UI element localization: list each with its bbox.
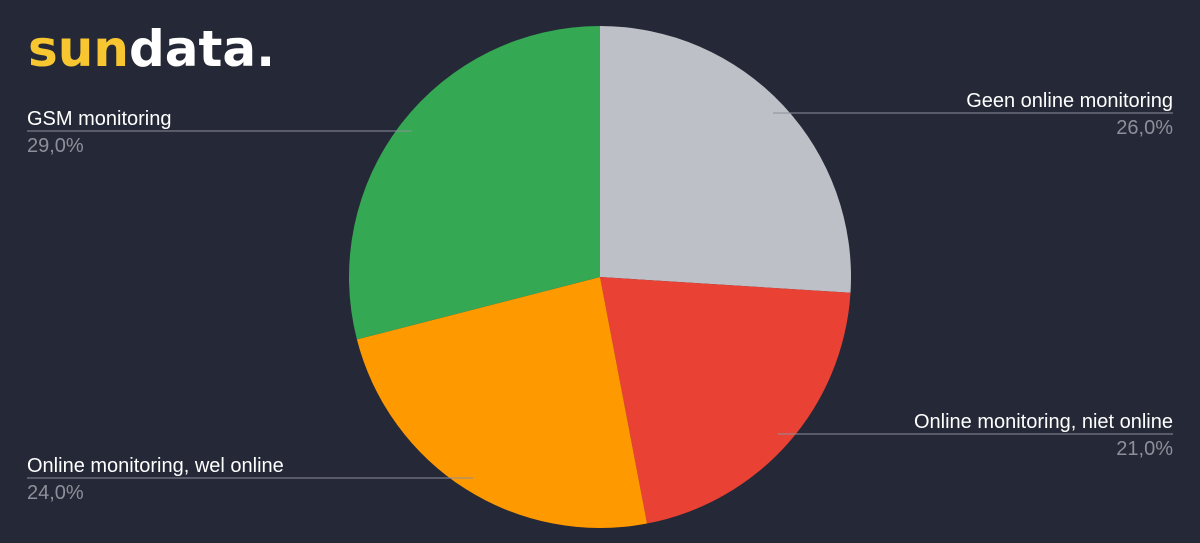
- pie-slice: [348, 26, 600, 340]
- logo-rest: data.: [129, 20, 275, 78]
- slice-label: Geen online monitoring: [966, 90, 1173, 112]
- pie-slice: [356, 277, 648, 528]
- logo: sundata.: [28, 20, 275, 78]
- slice-label: Online monitoring, wel online: [27, 455, 284, 477]
- slice-value: 21,0%: [1116, 438, 1173, 460]
- slice-value: 26,0%: [1116, 117, 1173, 139]
- logo-accent: sun: [28, 20, 129, 78]
- slice-label: GSM monitoring: [27, 108, 172, 130]
- slice-value: 24,0%: [27, 482, 84, 504]
- pie-slice: [600, 26, 851, 293]
- pie-slice: [600, 277, 851, 524]
- slice-value: 29,0%: [27, 135, 84, 157]
- slice-label: Online monitoring, niet online: [914, 411, 1173, 433]
